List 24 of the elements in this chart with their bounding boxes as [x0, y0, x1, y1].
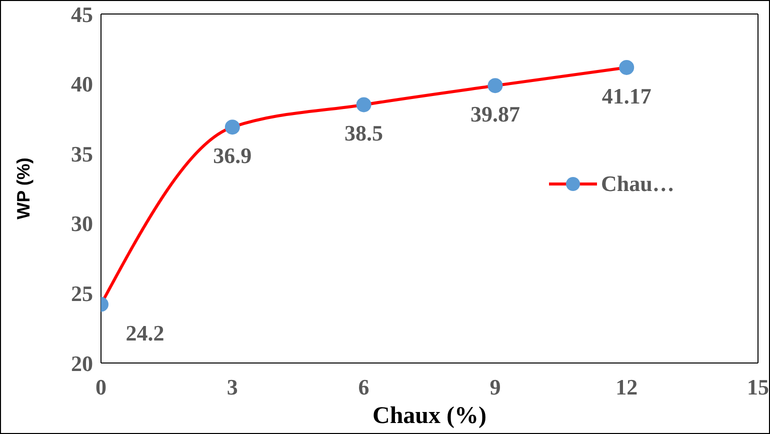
data-label: 24.2 — [126, 320, 164, 346]
x-tick-label: 9 — [490, 374, 501, 400]
point — [488, 78, 503, 94]
x-tick-label: 12 — [616, 374, 638, 400]
y-tick-label: 20 — [71, 350, 93, 376]
x-axis-title: Chaux (%) — [372, 403, 487, 429]
x-tick-label: 6 — [358, 374, 370, 400]
x-tick-label: 0 — [96, 374, 106, 400]
y-axis-title: WP (%) — [13, 158, 34, 220]
y-tick-label: 30 — [71, 211, 93, 236]
data-label: 39.87 — [470, 102, 520, 127]
point — [224, 120, 240, 135]
data-label: 41.17 — [602, 83, 652, 108]
y-tick-label: 35 — [71, 141, 93, 166]
x-tick-label: 3 — [226, 374, 238, 400]
data-label: 38.5 — [344, 120, 384, 146]
y-tick-label: 40 — [71, 72, 93, 97]
data-label: 36.9 — [213, 143, 252, 168]
x-tick-label: 15 — [747, 374, 769, 400]
point — [619, 60, 634, 75]
y-tick-label: 45 — [71, 2, 93, 27]
legend-label: Chau… — [601, 171, 674, 197]
point — [356, 97, 372, 112]
y-tick-label: 25 — [71, 281, 93, 306]
